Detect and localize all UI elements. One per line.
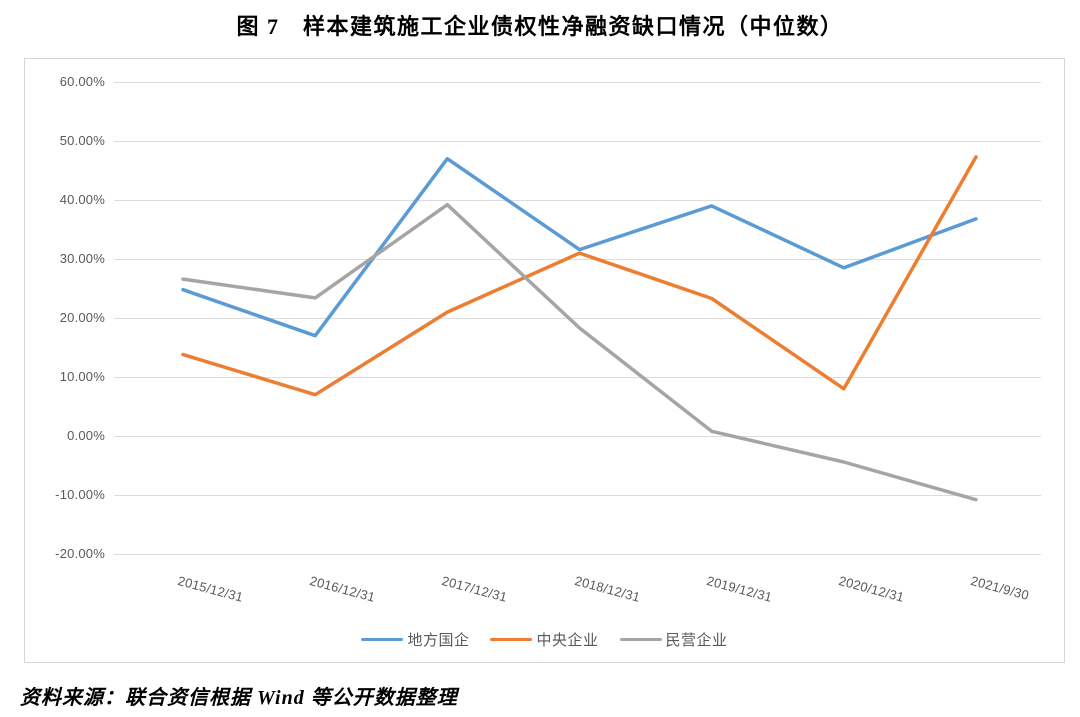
legend-line-swatch	[619, 637, 662, 642]
gridline	[114, 318, 1041, 319]
y-axis-label: 50.00%	[59, 133, 105, 148]
source-note: 资料来源：联合资信根据 Wind 等公开数据整理	[20, 687, 458, 709]
legend-item-地方国企: 地方国企	[361, 629, 469, 650]
plot-lines	[181, 155, 978, 502]
gridline	[114, 495, 1041, 496]
y-axis-label: 60.00%	[59, 74, 105, 89]
gridline	[114, 82, 1041, 83]
y-axis-label: 0.00%	[67, 428, 105, 443]
chart-legend: 地方国企 中央企业 民营企业	[25, 629, 1064, 650]
series-line-中央企业	[181, 155, 978, 397]
legend-label: 中央企业	[536, 632, 599, 649]
y-axis-label: 10.00%	[59, 369, 105, 384]
legend-item-民营企业: 民营企业	[619, 629, 728, 650]
y-axis-label: -20.00%	[55, 546, 105, 561]
legend-line-swatch	[361, 637, 404, 642]
gridline	[114, 436, 1041, 437]
y-axis-label: 20.00%	[59, 310, 105, 325]
gridline	[114, 200, 1041, 201]
gridline	[114, 554, 1041, 555]
gridline	[114, 259, 1041, 260]
chart-area: 60.00% 50.00% 40.00% 30.00% 20.00% 10.00% 0.00…	[24, 58, 1065, 663]
y-axis-label: 30.00%	[59, 251, 105, 266]
legend-line-swatch	[490, 637, 533, 642]
legend-label: 地方国企	[407, 632, 470, 649]
series-line-民营企业	[181, 202, 978, 502]
y-axis-label: -10.00%	[55, 487, 105, 502]
legend-label: 民营企业	[665, 632, 728, 649]
gridline	[114, 141, 1041, 142]
series-line-地方国企	[181, 156, 978, 338]
legend-item-中央企业: 中央企业	[490, 629, 598, 650]
y-axis-label: 40.00%	[59, 192, 105, 207]
gridline	[114, 377, 1041, 378]
chart-title: 图 7 样本建筑施工企业债权性净融资缺口情况（中位数）	[236, 14, 844, 39]
